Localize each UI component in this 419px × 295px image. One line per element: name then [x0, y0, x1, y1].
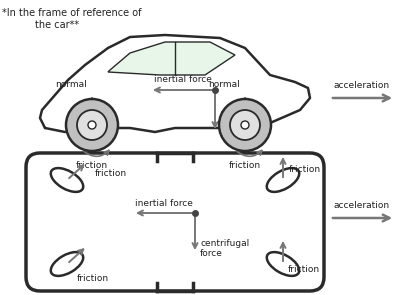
Text: friction: friction — [95, 170, 127, 178]
Circle shape — [88, 121, 96, 129]
Text: weight: weight — [221, 109, 252, 119]
Text: friction: friction — [77, 274, 109, 283]
Circle shape — [230, 110, 260, 140]
Text: normal: normal — [208, 80, 240, 89]
Text: friction: friction — [76, 161, 108, 170]
Circle shape — [77, 110, 107, 140]
Text: inertial force: inertial force — [154, 75, 212, 84]
Text: centrifugal
force: centrifugal force — [200, 239, 249, 258]
Circle shape — [241, 121, 249, 129]
Text: friction: friction — [229, 161, 261, 170]
Circle shape — [66, 99, 118, 151]
Text: friction: friction — [288, 265, 320, 273]
Circle shape — [219, 99, 271, 151]
Text: the car**: the car** — [35, 20, 79, 30]
Text: normal: normal — [55, 80, 87, 89]
Text: acceleration: acceleration — [334, 201, 390, 210]
Text: *In the frame of reference of: *In the frame of reference of — [2, 8, 142, 18]
Polygon shape — [108, 42, 235, 75]
Text: inertial force: inertial force — [135, 199, 193, 208]
Text: friction: friction — [289, 165, 321, 175]
Text: acceleration: acceleration — [334, 81, 390, 90]
